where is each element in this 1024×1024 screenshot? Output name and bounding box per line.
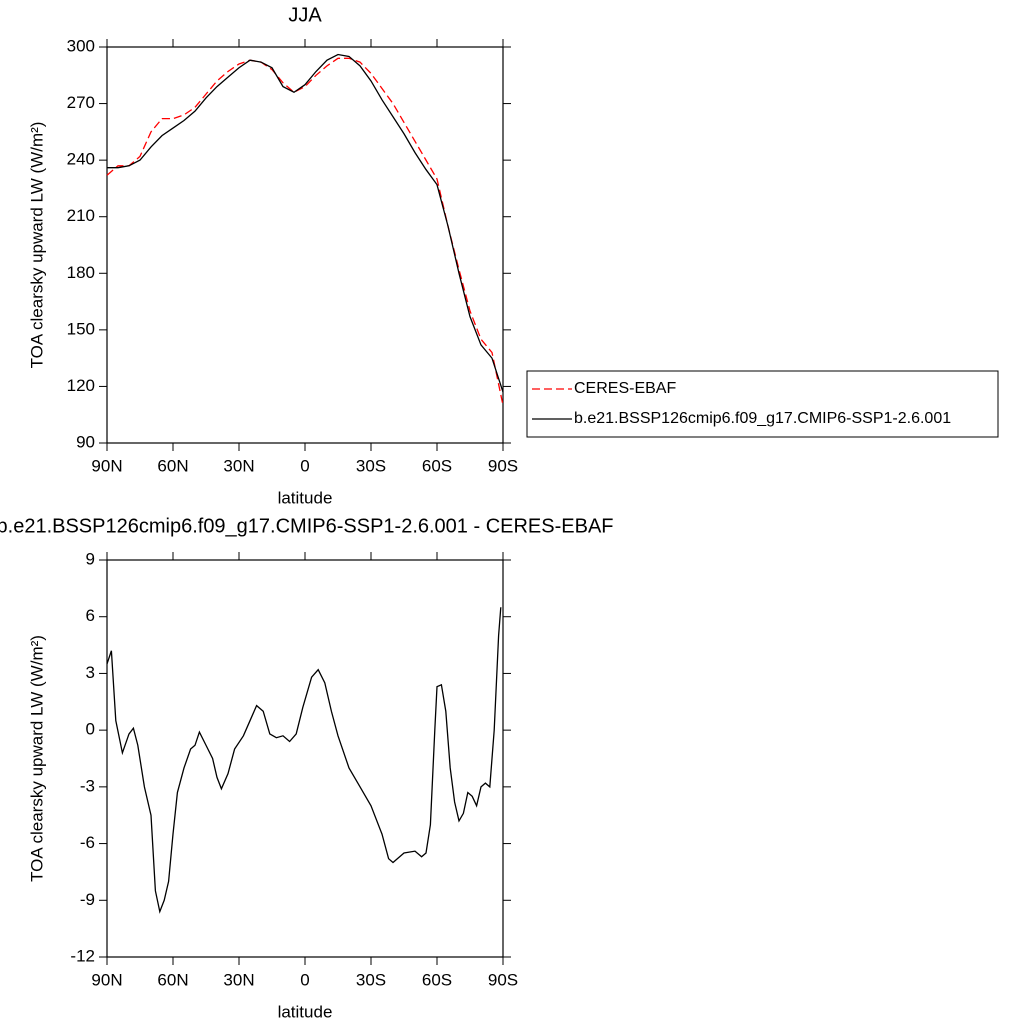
y-axis-label: TOA clearsky upward LW (W/m²) <box>27 635 46 882</box>
x-tick-label: 90S <box>488 456 518 475</box>
x-tick-label: 30N <box>223 970 254 989</box>
y-tick-label: 270 <box>67 93 95 112</box>
legend-label: b.e21.BSSP126cmip6.f09_g17.CMIP6-SSP1-2.… <box>574 410 951 427</box>
y-tick-label: 120 <box>67 376 95 395</box>
y-tick-label: 240 <box>67 150 95 169</box>
data-line <box>106 57 504 406</box>
data-line <box>107 53 504 393</box>
x-tick-label: 90N <box>91 970 122 989</box>
y-tick-label: 3 <box>86 663 95 682</box>
y-tick-label: -12 <box>70 946 95 965</box>
legend-frame <box>526 370 999 438</box>
x-tick-label: 60S <box>422 456 452 475</box>
y-tick-label: 6 <box>86 606 95 625</box>
plot-frame <box>106 559 504 958</box>
y-tick-label: -3 <box>80 776 95 795</box>
y-tick-label: 90 <box>76 432 95 451</box>
chart-title: b.e21.BSSP126cmip6.f09_g17.CMIP6-SSP1-2.… <box>0 515 613 537</box>
y-tick-label: -6 <box>80 833 95 852</box>
x-tick-label: 30S <box>356 970 386 989</box>
x-axis-label: latitude <box>278 488 333 507</box>
x-tick-label: 90N <box>91 456 122 475</box>
y-tick-label: 300 <box>67 36 95 55</box>
y-tick-label: 9 <box>86 549 95 568</box>
x-tick-label: 90S <box>488 970 518 989</box>
x-tick-label: 0 <box>300 456 309 475</box>
x-tick-label: 30S <box>356 456 386 475</box>
plot-frame <box>106 46 504 444</box>
chart-title: JJA <box>288 4 322 26</box>
x-axis-label: latitude <box>278 1002 333 1021</box>
y-tick-label: 0 <box>86 720 95 739</box>
x-tick-label: 60N <box>157 970 188 989</box>
y-tick-label: 210 <box>67 206 95 225</box>
y-axis-label: TOA clearsky upward LW (W/m²) <box>27 122 46 369</box>
y-tick-label: 150 <box>67 319 95 338</box>
legend-label: CERES-EBAF <box>574 380 676 397</box>
data-line <box>106 607 502 914</box>
x-tick-label: 60N <box>157 456 188 475</box>
x-tick-label: 60S <box>422 970 452 989</box>
y-tick-label: -9 <box>80 890 95 909</box>
y-tick-label: 180 <box>67 263 95 282</box>
x-tick-label: 0 <box>300 970 309 989</box>
x-tick-label: 30N <box>223 456 254 475</box>
